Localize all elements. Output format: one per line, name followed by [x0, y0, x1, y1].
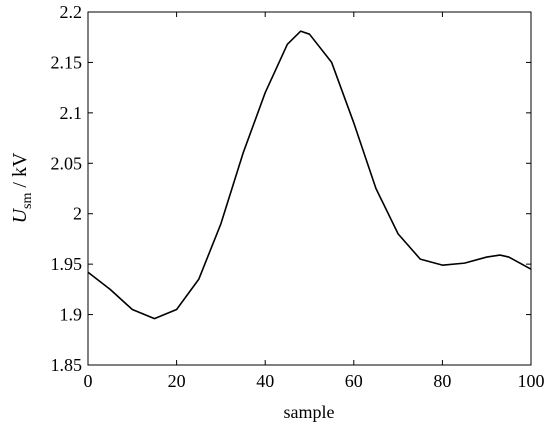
y-tick-label: 2.05 [51, 153, 83, 173]
y-label-symbol: U [9, 207, 31, 223]
y-tick-label: 1.9 [60, 305, 83, 325]
y-label-subscript: sm [20, 192, 35, 208]
y-axis-label: Usm / kV [9, 152, 35, 223]
y-tick-label: 2 [73, 204, 82, 224]
x-tick-label: 40 [256, 371, 274, 391]
y-tick-label: 2.2 [60, 2, 83, 22]
y-label-unit: / kV [9, 152, 31, 188]
y-tick-label: 1.95 [51, 254, 83, 274]
x-tick-label: 60 [345, 371, 363, 391]
y-tick-label: 2.15 [51, 52, 83, 72]
y-tick-label: 2.1 [60, 103, 83, 123]
data-line [87, 30, 532, 320]
x-tick-label: 0 [84, 371, 93, 391]
y-tick-label: 1.85 [51, 355, 83, 375]
x-tick-label: 80 [433, 371, 451, 391]
x-tick-label: 20 [168, 371, 186, 391]
plot-frame [87, 11, 532, 366]
x-axis-label: sample [284, 402, 335, 422]
x-tick-label: 100 [518, 371, 545, 391]
